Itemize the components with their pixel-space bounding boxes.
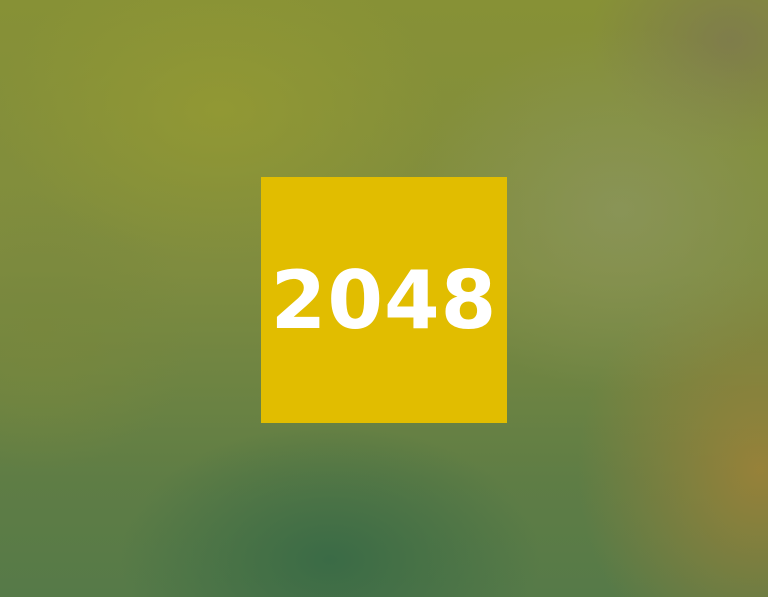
logo-tile: 2048 [261,177,507,423]
logo-text: 2048 [270,254,498,347]
